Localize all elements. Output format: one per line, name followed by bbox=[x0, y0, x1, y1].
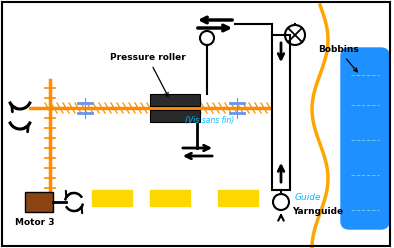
Bar bbox=[218, 190, 258, 206]
Text: Motor 3: Motor 3 bbox=[15, 218, 55, 227]
Bar bbox=[150, 110, 200, 122]
Bar bbox=[150, 94, 200, 106]
Text: Bobbins: Bobbins bbox=[318, 45, 359, 72]
Bar bbox=[92, 190, 132, 206]
Text: Pressure roller: Pressure roller bbox=[110, 53, 186, 96]
Text: Yarnguide: Yarnguide bbox=[292, 208, 343, 217]
Bar bbox=[25, 192, 53, 212]
FancyBboxPatch shape bbox=[341, 48, 389, 229]
Bar bbox=[272, 35, 290, 190]
Bar bbox=[150, 190, 190, 206]
Text: Guide: Guide bbox=[295, 193, 322, 203]
Text: (Vis sans fin): (Vis sans fin) bbox=[185, 116, 234, 125]
